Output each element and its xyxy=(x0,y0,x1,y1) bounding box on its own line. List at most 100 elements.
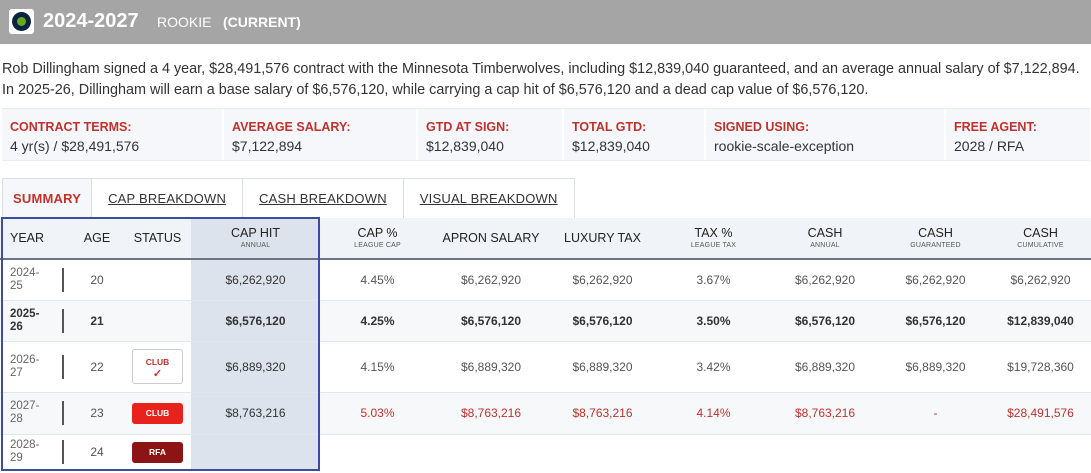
year-start: 2027- xyxy=(10,400,40,412)
cash-gtd-cell: $6,576,120 xyxy=(881,300,990,342)
term-value: $12,839,040 xyxy=(572,138,650,154)
col-cash-cum-sub: CUMULATIVE xyxy=(1017,241,1064,249)
luxury-cell: $8,763,216 xyxy=(547,392,658,435)
contract-table: YEAR AGE STATUS CAP HIT ANNUAL CAP % LEAGU… xyxy=(0,218,1091,470)
term-value: rookie-scale-exception xyxy=(714,138,855,154)
team-logo xyxy=(9,9,34,34)
year-cell: 2025- 26 xyxy=(0,300,70,342)
col-cash-sub: ANNUAL xyxy=(810,241,840,249)
tax-pct-cell: 3.67% xyxy=(658,259,769,301)
term-free-agent: FREE AGENT: 2028 / RFA xyxy=(946,109,1090,160)
cash-cum-cell: $19,728,360 xyxy=(990,341,1091,393)
cash-cell: $6,576,120 xyxy=(769,300,881,342)
year-divider xyxy=(62,267,64,292)
col-cap-hit-sub: ANNUAL xyxy=(240,241,271,249)
col-cash-cum-label: CASH xyxy=(1023,225,1058,240)
tab-summary[interactable]: SUMMARY xyxy=(3,179,93,218)
term-contract-terms: CONTRACT TERMS: 4 yr(s) / $28,491,576 xyxy=(2,109,224,160)
year-divider xyxy=(62,308,64,333)
checkmark-icon: ✓ xyxy=(152,368,163,380)
term-value: $7,122,894 xyxy=(232,138,303,154)
club-option-badge[interactable]: CLUB xyxy=(132,402,183,424)
status-cell xyxy=(124,259,191,301)
year-end: 28 xyxy=(10,413,23,425)
table-header-row: YEAR AGE STATUS CAP HIT ANNUAL CAP % LEAGU… xyxy=(0,218,1091,259)
year-cell: 2028- 29 xyxy=(0,434,70,470)
tab-cap-breakdown[interactable]: CAP BREAKDOWN xyxy=(92,179,244,218)
col-cash-gtd-sub: GUARANTEED xyxy=(910,241,961,249)
tax-pct-cell: 3.42% xyxy=(658,341,769,393)
term-total-gtd: TOTAL GTD: $12,839,040 xyxy=(564,109,706,160)
contract-table-wrap: YEAR AGE STATUS CAP HIT ANNUAL CAP % LEAGU… xyxy=(0,218,1091,470)
col-luxury-tax: LUXURY TAX xyxy=(564,230,641,245)
term-value: 2028 / RFA xyxy=(954,138,1025,154)
cap-hit-cell: $6,889,320 xyxy=(191,341,320,393)
age-cell: 20 xyxy=(70,259,124,301)
timberwolves-logo-icon xyxy=(12,12,31,31)
cash-cell: $6,889,320 xyxy=(769,341,881,393)
year-end: 29 xyxy=(10,452,23,465)
status-cell: RFA xyxy=(124,434,191,470)
cap-hit-cell xyxy=(191,434,320,470)
tab-cash-breakdown[interactable]: CASH BREAKDOWN xyxy=(243,179,404,218)
col-cash: CASH ANNUAL xyxy=(769,218,881,259)
col-cap-pct-label: CAP % xyxy=(357,225,398,240)
cash-gtd-cell: $6,889,320 xyxy=(881,341,990,393)
age-cell: 22 xyxy=(70,341,124,393)
year-divider xyxy=(62,440,64,465)
cash-cell: $6,262,920 xyxy=(769,259,881,301)
term-value: 4 yr(s) / $28,491,576 xyxy=(10,138,140,154)
tax-pct-cell: 4.14% xyxy=(658,392,769,435)
col-cash-guaranteed: CASH GUARANTEED xyxy=(881,218,990,259)
col-cash-gtd-label: CASH xyxy=(918,225,953,240)
year-end: 25 xyxy=(10,279,23,292)
term-label: TOTAL GTD: xyxy=(572,120,647,134)
apron-cell: $6,576,120 xyxy=(435,300,547,342)
apron-cell: $8,763,216 xyxy=(435,392,547,435)
luxury-cell: $6,262,920 xyxy=(547,259,658,301)
cap-pct-cell: 4.25% xyxy=(320,300,435,342)
tab-visual-breakdown[interactable]: VISUAL BREAKDOWN xyxy=(419,191,558,206)
age-cell: 24 xyxy=(70,434,124,470)
club-option-badge[interactable]: CLUB ✓ xyxy=(132,349,183,384)
col-cap-hit: CAP HIT ANNUAL xyxy=(191,218,320,259)
cap-pct-cell: 4.45% xyxy=(320,259,435,301)
col-tax-pct-label: TAX % xyxy=(694,225,733,240)
cash-cum-cell: $6,262,920 xyxy=(990,259,1091,301)
contract-header: 2024-2027 ROOKIE (CURRENT) xyxy=(0,0,1091,44)
year-end: 26 xyxy=(10,320,23,333)
cap-hit-cell: $8,763,216 xyxy=(191,392,320,435)
cap-hit-cell: $6,576,120 xyxy=(191,300,320,342)
term-signed-using: SIGNED USING: rookie-scale-exception xyxy=(706,109,946,160)
year-divider xyxy=(62,401,64,425)
rfa-badge[interactable]: RFA xyxy=(132,441,183,463)
term-average-salary: AVERAGE SALARY: $7,122,894 xyxy=(224,109,418,160)
col-cap-hit-label: CAP HIT xyxy=(230,225,281,240)
col-status: STATUS xyxy=(133,230,182,245)
contract-years: 2024-2027 xyxy=(43,10,139,32)
contract-tabs: SUMMARY CAP BREAKDOWN CASH BREAKDOWN VIS… xyxy=(2,178,575,218)
term-label: GTD AT SIGN: xyxy=(426,120,510,134)
apron-cell: $6,262,920 xyxy=(435,259,547,301)
col-cap-pct-sub: LEAGUE CAP xyxy=(354,241,401,249)
term-label: CONTRACT TERMS: xyxy=(10,120,132,134)
term-label: SIGNED USING: xyxy=(714,120,810,134)
col-year: YEAR xyxy=(10,230,45,245)
cash-gtd-cell: - xyxy=(881,392,990,435)
term-gtd-at-sign: GTD AT SIGN: $12,839,040 xyxy=(418,109,564,160)
year-start: 2025- xyxy=(10,307,40,320)
year-cell: 2027- 28 xyxy=(0,392,70,435)
col-cash-cumulative: CASH CUMULATIVE xyxy=(990,218,1091,259)
apron-cell: $6,889,320 xyxy=(435,341,547,393)
cap-hit-cell: $6,262,920 xyxy=(191,259,320,301)
col-cash-label: CASH xyxy=(807,225,843,240)
year-cell: 2026- 27 xyxy=(0,341,70,393)
col-age: AGE xyxy=(83,230,111,245)
year-start: 2028- xyxy=(10,439,40,452)
status-cell: CLUB xyxy=(124,392,191,435)
col-tax-pct: TAX % LEAGUE TAX xyxy=(658,218,769,259)
year-end: 27 xyxy=(10,366,23,379)
table-row: 2026- 27 22 CLUB ✓ $6,889,320 4.15% $6,889… xyxy=(0,341,1091,393)
age-cell: 21 xyxy=(70,300,124,342)
year-start: 2024- xyxy=(10,266,40,279)
